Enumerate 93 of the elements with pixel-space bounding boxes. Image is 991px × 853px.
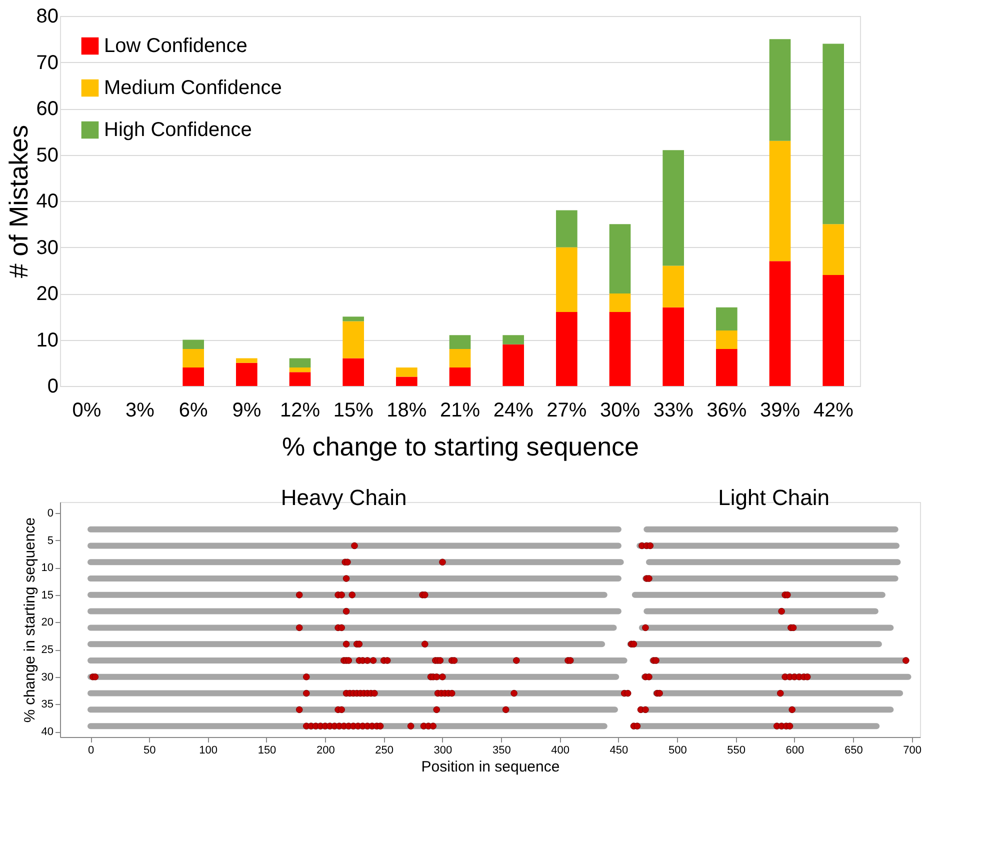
bar bbox=[769, 39, 791, 141]
y-tick-label: 0 bbox=[47, 376, 58, 398]
x-tick-label: 450 bbox=[610, 744, 628, 756]
x-tick-label: 550 bbox=[727, 744, 746, 756]
x-tick-label: 600 bbox=[786, 744, 804, 756]
y-tick-label: 80 bbox=[36, 6, 58, 28]
bar bbox=[342, 358, 364, 386]
x-tick-label: 50 bbox=[144, 744, 156, 756]
x-tick-label: 30% bbox=[600, 400, 640, 422]
x-tick-label: 33% bbox=[653, 400, 694, 422]
bar bbox=[609, 224, 631, 294]
x-tick-label: 650 bbox=[844, 744, 863, 756]
y-tick-label: 10 bbox=[36, 329, 58, 352]
y-tick-label: 70 bbox=[36, 52, 58, 74]
x-tick-label: 700 bbox=[903, 744, 922, 756]
bar bbox=[716, 349, 738, 386]
bar bbox=[502, 335, 524, 344]
bar bbox=[662, 150, 684, 266]
y-axis-title: # of Mistakes bbox=[3, 124, 34, 278]
y-axis-title: % change in starting sequence bbox=[21, 517, 38, 723]
bar bbox=[396, 368, 418, 377]
bar bbox=[289, 372, 311, 386]
x-tick-label: 150 bbox=[258, 744, 276, 756]
x-tick-label: 15% bbox=[333, 400, 374, 422]
annotation: Light Chain bbox=[718, 485, 830, 510]
bar bbox=[289, 368, 311, 372]
bar bbox=[662, 307, 684, 386]
x-tick-label: 350 bbox=[492, 744, 511, 756]
x-tick-label: 400 bbox=[551, 744, 570, 756]
bar bbox=[556, 312, 578, 386]
bar bbox=[449, 335, 471, 349]
x-axis-title: Position in sequence bbox=[421, 758, 560, 776]
bar bbox=[716, 307, 738, 330]
y-tick-label: 35 bbox=[41, 698, 54, 711]
bar bbox=[182, 368, 204, 386]
y-tick-label: 0 bbox=[47, 507, 54, 520]
bar bbox=[502, 344, 524, 386]
bar bbox=[449, 368, 471, 386]
x-tick-label: 42% bbox=[813, 400, 854, 422]
x-tick-label: 36% bbox=[706, 400, 747, 422]
x-tick-label: 12% bbox=[280, 400, 320, 422]
x-axis-title: % change to starting sequence bbox=[282, 432, 640, 462]
bar bbox=[449, 349, 471, 368]
y-tick-label: 60 bbox=[36, 98, 58, 120]
x-tick-label: 300 bbox=[434, 744, 452, 756]
bar bbox=[396, 376, 418, 386]
y-tick-label: 40 bbox=[41, 726, 54, 738]
x-tick-label: 500 bbox=[668, 744, 687, 756]
bar bbox=[556, 210, 578, 248]
bar bbox=[556, 247, 578, 312]
x-tick-label: 200 bbox=[316, 744, 335, 756]
bar bbox=[822, 275, 844, 386]
y-tick-label: 20 bbox=[41, 616, 54, 629]
y-tick-label: 5 bbox=[47, 534, 54, 547]
bar bbox=[182, 340, 204, 349]
legend-label: High Confidence bbox=[104, 119, 252, 141]
x-tick-label: 250 bbox=[375, 744, 394, 756]
bar bbox=[342, 321, 364, 358]
x-tick-label: 6% bbox=[178, 400, 208, 422]
x-tick-label: 24% bbox=[493, 400, 534, 422]
legend-label: Medium Confidence bbox=[104, 77, 282, 99]
y-tick-label: 40 bbox=[36, 190, 58, 212]
bar bbox=[289, 358, 311, 368]
bar bbox=[342, 316, 364, 322]
x-tick-label: 39% bbox=[760, 400, 800, 422]
bar bbox=[609, 294, 631, 312]
y-tick-label: 30 bbox=[36, 236, 58, 259]
y-tick-label: 20 bbox=[36, 283, 58, 305]
bar bbox=[769, 140, 791, 262]
y-tick-label: 10 bbox=[41, 562, 54, 574]
bar bbox=[236, 358, 258, 363]
x-tick-label: 9% bbox=[232, 400, 262, 422]
x-tick-label: 0% bbox=[72, 400, 102, 422]
bar bbox=[609, 312, 631, 386]
x-tick-label: 27% bbox=[546, 400, 587, 422]
bar bbox=[822, 224, 844, 275]
x-tick-label: 100 bbox=[199, 744, 218, 756]
bar bbox=[822, 44, 844, 224]
y-tick-label: 25 bbox=[41, 644, 54, 656]
annotation: Heavy Chain bbox=[280, 485, 407, 510]
bar bbox=[236, 362, 258, 386]
x-tick-label: 21% bbox=[440, 400, 480, 422]
bar bbox=[182, 349, 204, 368]
legend-label: Low Confidence bbox=[104, 35, 248, 57]
y-tick-label: 30 bbox=[41, 671, 54, 684]
bar bbox=[662, 266, 684, 308]
x-tick-label: 18% bbox=[386, 400, 427, 422]
x-tick-label: 3% bbox=[126, 400, 155, 422]
y-tick-label: 50 bbox=[36, 144, 58, 166]
y-tick-label: 15 bbox=[41, 589, 54, 602]
x-tick-label: 0 bbox=[88, 744, 94, 756]
bar bbox=[769, 261, 791, 386]
bar bbox=[716, 330, 738, 349]
